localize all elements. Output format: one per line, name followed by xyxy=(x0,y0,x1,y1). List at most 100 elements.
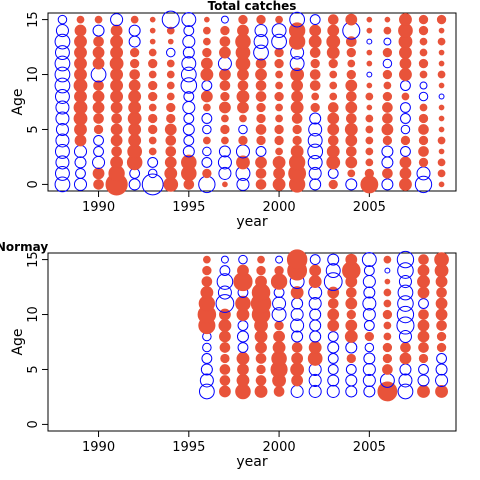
bubble-negative xyxy=(220,255,229,264)
bubble-positive xyxy=(309,80,321,91)
bubble-positive xyxy=(128,134,142,147)
bubble-positive xyxy=(311,92,320,101)
bubble-positive xyxy=(166,113,176,124)
bubble-positive xyxy=(110,90,124,103)
bubble-negative xyxy=(238,124,248,135)
bubble-positive xyxy=(327,24,340,37)
bubble-positive xyxy=(381,123,394,136)
bubble-positive xyxy=(129,58,140,69)
bubble-positive xyxy=(291,374,304,387)
bubble-positive xyxy=(166,59,175,68)
bubble-negative xyxy=(236,177,250,191)
bubble-negative xyxy=(290,384,304,398)
bubble-positive xyxy=(201,276,213,287)
bubble-marks xyxy=(54,10,447,196)
bubble-negative xyxy=(327,374,340,387)
bubble-positive xyxy=(329,92,338,101)
bubble-positive xyxy=(308,275,322,288)
bubble-negative xyxy=(218,166,232,180)
bubble-positive xyxy=(291,352,304,365)
bubble-positive xyxy=(327,319,340,332)
x-axis-label: year xyxy=(236,214,267,230)
chart-title: Total catches xyxy=(208,0,297,13)
bubble-positive xyxy=(238,135,248,146)
x-tick-label: 2000 xyxy=(263,200,296,215)
bubble-positive xyxy=(292,124,302,135)
x-tick-label: 1990 xyxy=(82,440,115,455)
bubble-positive xyxy=(326,155,341,170)
bubble-positive xyxy=(130,15,139,24)
bubble-positive xyxy=(274,265,284,276)
bubble-negative xyxy=(200,363,213,376)
bubble-positive xyxy=(366,27,373,34)
bubble-positive xyxy=(74,57,87,70)
bubble-positive xyxy=(273,330,285,343)
bubble-negative xyxy=(309,330,322,343)
bubble-positive xyxy=(364,331,375,342)
bubble-positive xyxy=(365,125,374,134)
bubble-positive xyxy=(166,26,175,35)
bubble-positive xyxy=(384,16,391,23)
bubble-positive xyxy=(219,375,231,386)
bubble-negative xyxy=(308,373,322,387)
bubble-positive xyxy=(274,58,284,69)
bubble-positive xyxy=(418,146,429,157)
bubble-positive xyxy=(418,113,429,124)
bubble-negative xyxy=(397,284,414,301)
bubble-positive xyxy=(382,364,393,375)
bubble-positive xyxy=(200,90,213,103)
plot-frame xyxy=(47,252,457,432)
bubble-positive xyxy=(435,385,448,398)
bubble-negative xyxy=(201,157,213,168)
bubble-negative xyxy=(291,297,304,310)
bubble-positive xyxy=(200,286,214,299)
bubble-negative xyxy=(397,295,414,312)
bubble-positive xyxy=(434,252,449,267)
bubble-negative xyxy=(54,66,71,83)
bubble-positive xyxy=(435,308,448,321)
bubble-positive xyxy=(345,91,357,102)
bubble-positive xyxy=(93,80,104,91)
bubble-positive xyxy=(418,254,429,265)
bubble-negative xyxy=(54,89,70,104)
bubble-positive xyxy=(418,353,429,364)
bubble-positive xyxy=(204,16,210,23)
bubble-negative xyxy=(362,296,377,311)
bubble-positive xyxy=(274,135,284,146)
bubble-positive xyxy=(255,80,267,91)
bubble-positive xyxy=(382,69,393,80)
bubble-positive xyxy=(148,147,157,156)
y-tick-label: 0 xyxy=(26,420,41,428)
bubble-positive xyxy=(110,123,123,136)
bubble-negative xyxy=(183,113,195,124)
bubble-positive xyxy=(111,113,122,124)
plot-frame xyxy=(47,12,457,192)
bubble-positive xyxy=(327,298,339,309)
bubble-positive xyxy=(254,385,268,398)
bubble-positive xyxy=(128,79,141,92)
bubble-positive xyxy=(256,14,266,25)
bubble-positive xyxy=(347,59,356,68)
bubble-positive xyxy=(218,319,232,332)
bubble-positive xyxy=(382,102,393,113)
bubble-negative xyxy=(327,353,339,364)
bubble-positive xyxy=(435,297,448,310)
bubble-negative xyxy=(382,58,393,69)
bubble-positive xyxy=(275,81,283,90)
bubble-positive xyxy=(418,309,429,320)
bubble-positive xyxy=(255,91,267,102)
bubble-positive xyxy=(272,341,286,354)
bubble-negative xyxy=(383,37,392,46)
bubble-positive xyxy=(94,15,103,24)
bubble-negative xyxy=(290,308,304,322)
bubble-negative xyxy=(271,33,287,50)
bubble-negative xyxy=(238,254,248,265)
bubble-positive xyxy=(399,156,412,169)
bubble-negative xyxy=(199,373,214,388)
bubble-positive xyxy=(129,47,140,58)
bubble-negative xyxy=(418,364,429,375)
bubble-negative xyxy=(366,71,373,78)
bubble-negative xyxy=(201,353,213,364)
bubble-positive xyxy=(93,179,104,190)
bubble-negative xyxy=(253,44,269,61)
